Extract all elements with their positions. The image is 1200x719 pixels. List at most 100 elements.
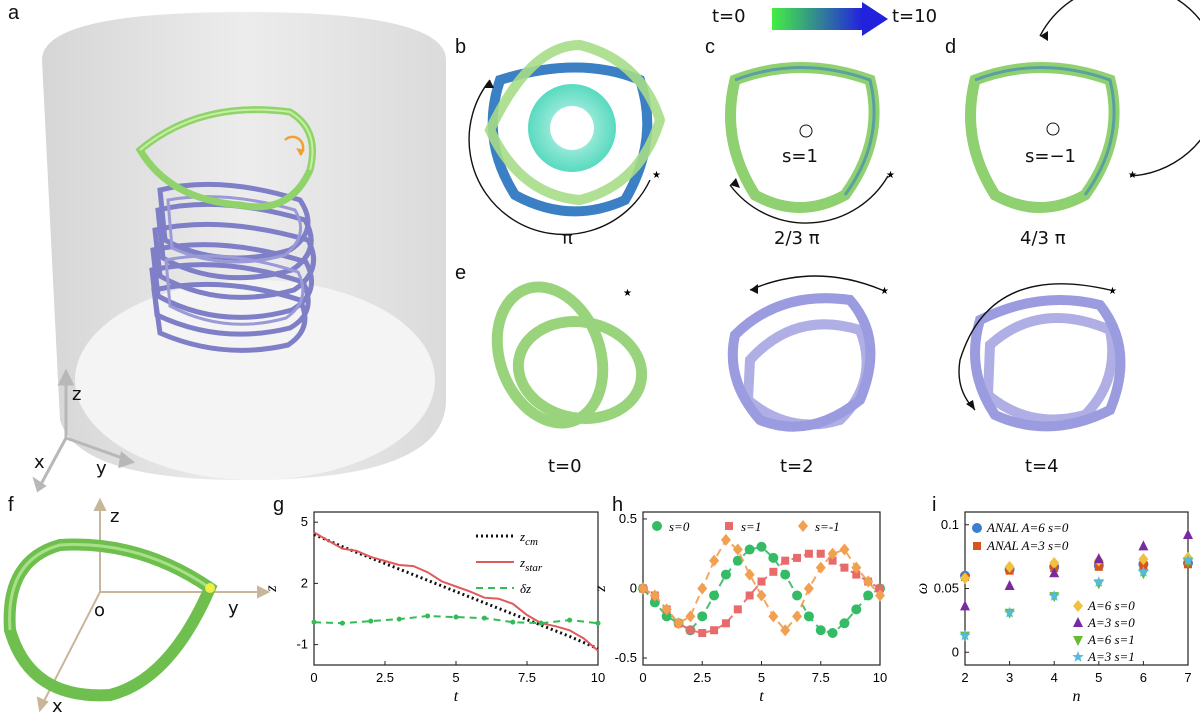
curve-f bbox=[3, 538, 218, 702]
swirl-icon bbox=[528, 84, 616, 172]
ytick-label-i: 0.1 bbox=[941, 517, 959, 532]
data-point-i-1 bbox=[1005, 566, 1014, 575]
data-point-i-4 bbox=[1004, 608, 1015, 619]
axes-a bbox=[32, 368, 136, 493]
plot-frame-g bbox=[313, 511, 599, 666]
legend-label-i-3: A=3 s=0 bbox=[1087, 615, 1135, 630]
data-point-h-1 bbox=[639, 584, 647, 593]
legend-label-i-0: ANAL A=6 s=0 bbox=[986, 520, 1069, 535]
ylabel-h: z bbox=[592, 585, 609, 593]
orbit-arrow-b bbox=[468, 79, 651, 236]
xlabel-i: n bbox=[1073, 688, 1081, 705]
data-point-h-1 bbox=[816, 549, 825, 558]
data-point-i-3 bbox=[1183, 528, 1193, 539]
data-point-h-0 bbox=[673, 618, 684, 629]
legend-marker-i-4 bbox=[1073, 636, 1083, 646]
data-point-i-2 bbox=[960, 572, 970, 585]
data-point-h-2 bbox=[661, 603, 672, 616]
axis-label-y: y bbox=[96, 458, 107, 479]
data-point-h-1 bbox=[876, 584, 884, 593]
fit-line-h-1 bbox=[642, 552, 881, 635]
legend-label-g-0: zcm bbox=[519, 529, 538, 548]
data-point-h-0 bbox=[827, 628, 838, 639]
center-marker-c bbox=[799, 124, 813, 138]
legend-label-i-2: A=6 s=0 bbox=[1087, 598, 1135, 613]
xtick-label-h: 10 bbox=[873, 670, 887, 685]
series-line-g-2 bbox=[313, 614, 599, 625]
panel-letter-a: a bbox=[8, 2, 20, 24]
data-point-h-2 bbox=[863, 575, 874, 588]
ytick-label-h: 0 bbox=[630, 581, 637, 596]
panel-letter-g: g bbox=[273, 494, 285, 516]
time-label-t4: t=4 bbox=[1025, 456, 1059, 477]
marker-f-star bbox=[205, 583, 215, 593]
data-point-i-4 bbox=[1049, 592, 1060, 603]
angle-label-c: 2/3 π bbox=[774, 228, 820, 249]
xlabel-h: t bbox=[759, 688, 764, 705]
data-point-i-0 bbox=[1049, 561, 1060, 572]
data-point-h-0 bbox=[649, 597, 660, 608]
data-point-h-0 bbox=[756, 541, 767, 552]
xtick-label-i: 5 bbox=[1095, 670, 1102, 685]
data-point-h-2 bbox=[839, 543, 850, 556]
legend-label-h-0: s=0 bbox=[669, 519, 690, 534]
axis-f-z: z bbox=[110, 506, 120, 527]
xtick-label-g: 5 bbox=[452, 670, 459, 685]
data-point-g-2 bbox=[368, 618, 374, 624]
series-line-g-0 bbox=[313, 533, 599, 651]
data-point-g-2 bbox=[425, 613, 431, 619]
svg-text:★: ★ bbox=[880, 286, 889, 297]
fit-line-h-0 bbox=[642, 545, 881, 635]
data-point-h-0 bbox=[863, 590, 874, 601]
data-point-h-0 bbox=[815, 625, 826, 636]
xtick-label-h: 0 bbox=[639, 670, 646, 685]
data-point-i-5 bbox=[1182, 554, 1194, 566]
data-point-h-1 bbox=[804, 549, 813, 558]
panel-letter-e: e bbox=[455, 262, 467, 284]
data-point-i-5 bbox=[1137, 565, 1150, 577]
data-point-h-1 bbox=[650, 591, 659, 600]
legend-label-i-1: ANAL A=3 s=0 bbox=[986, 538, 1069, 553]
data-point-i-3 bbox=[1049, 567, 1060, 578]
data-point-h-2 bbox=[815, 561, 826, 574]
legend-label-h-2: s=-1 bbox=[815, 519, 840, 534]
xtick-label-i: 2 bbox=[961, 670, 968, 685]
data-point-h-0 bbox=[638, 583, 648, 594]
data-point-h-0 bbox=[851, 604, 862, 615]
data-point-g-2 bbox=[311, 619, 317, 625]
panel-letter-i: i bbox=[932, 494, 937, 516]
data-point-h-2 bbox=[673, 617, 684, 630]
legend-marker-i-1 bbox=[973, 542, 981, 550]
data-point-h-0 bbox=[697, 611, 708, 622]
data-point-h-2 bbox=[744, 568, 755, 581]
data-point-i-5 bbox=[1048, 590, 1060, 601]
data-point-h-2 bbox=[827, 547, 838, 560]
data-point-i-1 bbox=[961, 573, 969, 582]
data-point-i-3 bbox=[1138, 540, 1149, 551]
data-point-h-2 bbox=[638, 582, 648, 595]
legend-marker-h-1 bbox=[725, 522, 733, 530]
ylabel-g: z bbox=[263, 585, 280, 593]
data-point-h-0 bbox=[780, 569, 791, 580]
ytick-label-i: 0.05 bbox=[934, 581, 959, 596]
data-point-h-0 bbox=[768, 552, 779, 563]
data-point-i-0 bbox=[1004, 564, 1015, 575]
xtick-label-i: 6 bbox=[1140, 670, 1147, 685]
axis-label-x: x bbox=[34, 452, 45, 473]
knot-e-t4 bbox=[970, 295, 1126, 432]
data-point-h-2 bbox=[649, 589, 660, 602]
angle-label-b: π bbox=[562, 228, 573, 249]
data-point-h-0 bbox=[732, 555, 743, 566]
data-point-h-2 bbox=[732, 543, 743, 556]
orbit-arrow-e2 bbox=[749, 275, 883, 291]
data-point-i-3 bbox=[960, 600, 970, 611]
data-point-h-1 bbox=[710, 626, 719, 635]
data-point-h-2 bbox=[875, 589, 885, 602]
ylabel-i: ω bbox=[914, 583, 931, 594]
data-point-i-2 bbox=[1093, 554, 1104, 567]
